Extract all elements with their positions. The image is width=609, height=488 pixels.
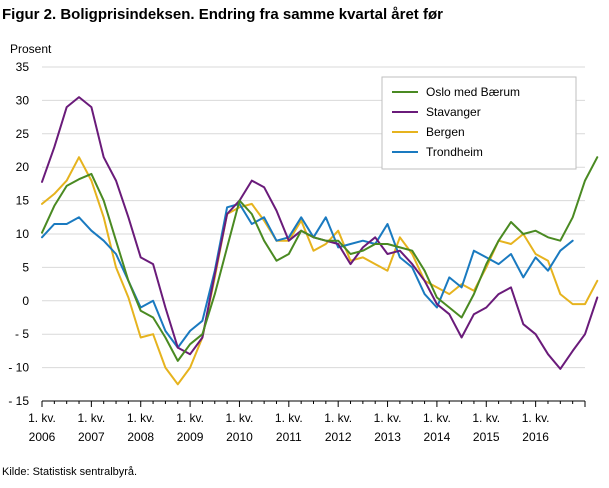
series-line-oslo-med-bærum — [41, 156, 599, 362]
y-tick-label: - 15 — [8, 394, 29, 408]
y-tick-label: 10 — [16, 227, 30, 241]
x-tick-label-year: 2013 — [374, 430, 401, 444]
x-tick-label-quarter: 1. kv. — [423, 411, 451, 425]
x-tick-label-year: 2011 — [276, 430, 302, 444]
y-tick-label: - 5 — [15, 327, 29, 341]
x-tick-label-quarter: 1. kv. — [522, 411, 550, 425]
x-tick-label-quarter: 1. kv. — [472, 411, 500, 425]
legend-label: Stavanger — [426, 105, 481, 119]
y-tick-label: 25 — [16, 127, 30, 141]
y-tick-label: 35 — [16, 60, 30, 74]
series-line-bergen — [41, 156, 599, 386]
series-line-trondheim — [41, 202, 574, 349]
source-note: Kilde: Statistisk sentralbyrå. — [2, 466, 138, 478]
x-tick-label-quarter: 1. kv. — [324, 411, 352, 425]
y-tick-label: 30 — [16, 93, 30, 107]
series-lines — [41, 96, 599, 386]
x-tick-label-year: 2016 — [522, 430, 549, 444]
x-tick-label-year: 2012 — [325, 430, 352, 444]
x-tick-label-quarter: 1. kv. — [127, 411, 155, 425]
y-tick-label: 20 — [16, 160, 30, 174]
legend-label: Oslo med Bærum — [426, 85, 520, 99]
chart-title: Figur 2. Boligprisindeksen. Endring fra … — [2, 6, 443, 23]
x-tick-label-year: 2006 — [29, 430, 56, 444]
x-tick-label-year: 2008 — [127, 430, 154, 444]
x-tick-label-quarter: 1. kv. — [176, 411, 204, 425]
y-axis-label: Prosent — [10, 42, 52, 56]
x-axis-ticks: 1. kv. 2006 1. kv. 2007 1. kv. 2008 1. kv. 2009… — [28, 401, 586, 444]
legend-label: Bergen — [426, 125, 465, 139]
x-tick-label-quarter: 1. kv. — [77, 411, 105, 425]
y-tick-label: 15 — [16, 194, 30, 208]
legend: Oslo med Bærum Stavanger Bergen Trondheim — [381, 76, 577, 170]
x-tick-label-quarter: 1. kv. — [374, 411, 402, 425]
x-tick-label-year: 2009 — [177, 430, 204, 444]
y-tick-label: - 10 — [8, 361, 29, 375]
legend-label: Trondheim — [426, 145, 483, 159]
y-axis-ticks: 35 30 25 20 15 10 5 0 - 5 - 10 - 15 — [8, 60, 29, 408]
y-tick-label: 5 — [22, 260, 29, 274]
x-tick-label-year: 2010 — [226, 430, 253, 444]
x-tick-label-year: 2007 — [78, 430, 105, 444]
y-tick-label: 0 — [22, 294, 29, 308]
x-tick-label-year: 2015 — [473, 430, 500, 444]
x-tick-label-quarter: 1. kv. — [226, 411, 254, 425]
x-tick-label-quarter: 1. kv. — [28, 411, 56, 425]
x-tick-label-quarter: 1. kv. — [275, 411, 303, 425]
x-tick-label-year: 2014 — [424, 430, 451, 444]
